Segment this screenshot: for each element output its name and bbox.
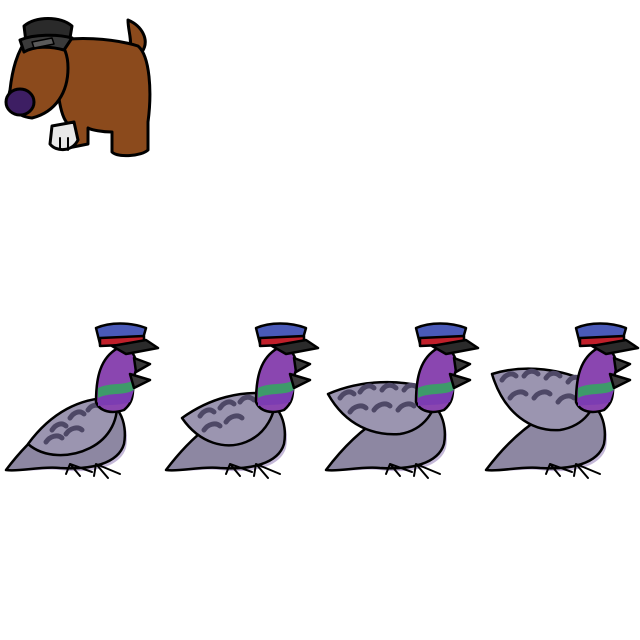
police-pigeon-icon: [324, 322, 480, 479]
police-pigeon-icon: [164, 322, 320, 479]
police-dog-icon: [4, 17, 152, 158]
police-pigeon-icon: [484, 322, 640, 479]
police-pigeon-icon: [4, 322, 160, 479]
